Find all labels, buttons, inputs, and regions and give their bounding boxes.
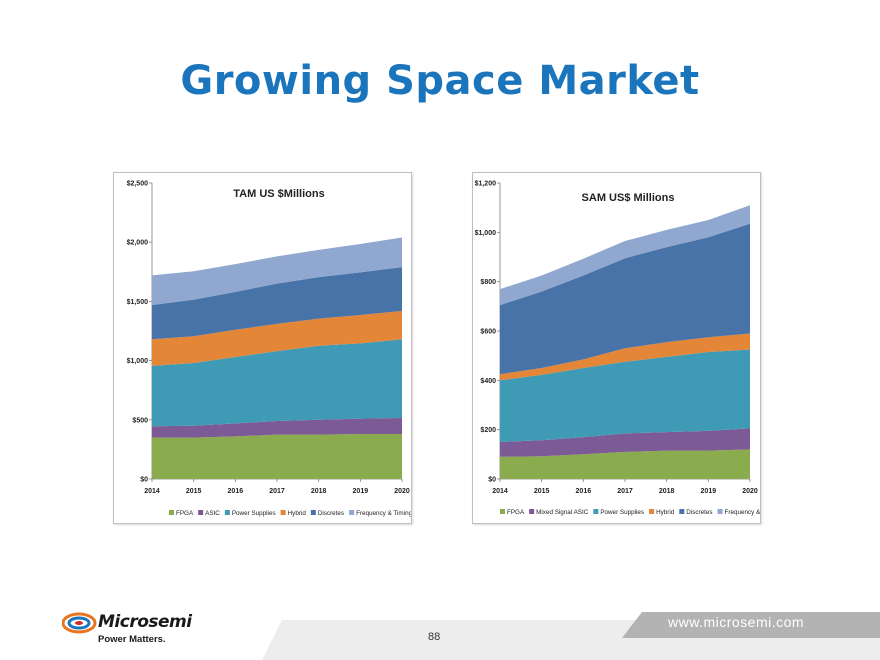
- sam-x-tick-label: 2019: [701, 488, 717, 495]
- sam-legend-swatch-discretes: [679, 509, 685, 514]
- sam-x-tick-label: 2015: [534, 488, 550, 495]
- tam-area-hybrid: [152, 310, 402, 366]
- website-link[interactable]: www.microsemi.com: [668, 614, 805, 630]
- sam-area-mixed-signal-asic: [500, 428, 750, 457]
- tam-chart: TAM US $Millions $0 $500 $1,000 $1,500 $2,000…: [113, 172, 412, 524]
- tam-x-tick-label: 2019: [353, 488, 369, 495]
- footer-band: [262, 612, 880, 660]
- tam-legend-power-supplies: Power Supplies: [232, 510, 276, 517]
- tam-area-fpga: [152, 434, 402, 479]
- tam-y-tick-label: $1,500: [127, 299, 149, 306]
- sam-y-tick-label: $800: [480, 279, 496, 286]
- tam-legend-hybrid: Hybrid: [288, 510, 307, 517]
- sam-legend-swatch-hybrid: [649, 509, 655, 514]
- tam-legend-fpga: FPGA: [176, 510, 194, 517]
- tam-y-tick-label: $2,500: [127, 181, 149, 188]
- sam-legend-mixed-signal-asic: Mixed Signal ASIC: [536, 509, 589, 516]
- tam-y-tick-label: $0: [140, 477, 148, 484]
- tam-chart-title: TAM US $Millions: [233, 188, 324, 200]
- tam-legend-swatch-fpga: [169, 510, 174, 515]
- sam-area-frequency-timing: [500, 205, 750, 306]
- sam-legend-power-supplies: Power Supplies: [600, 509, 644, 516]
- tam-x-tick-label: 2018: [311, 488, 327, 495]
- tam-y-tick-label: $2,000: [127, 240, 149, 247]
- sam-legend-swatch-fpga: [500, 509, 505, 514]
- sam-chart: SAM US$ Millions $0 $200 $400 $600 $800 $1,000…: [472, 172, 761, 524]
- sam-legend-swatch-frequency-timing: [717, 509, 723, 514]
- tam-legend-swatch-power-supplies: [224, 510, 230, 515]
- tam-x-tick-label: 2016: [228, 488, 244, 495]
- sam-legend-swatch-power-supplies: [593, 509, 599, 514]
- tam-area-asic: [152, 418, 402, 438]
- tam-x-tick-label: 2020: [394, 488, 410, 495]
- sam-y-tick-label: $600: [480, 329, 496, 336]
- sam-chart-title: SAM US$ Millions: [582, 192, 675, 204]
- footer-dark-band: [622, 612, 880, 638]
- tam-x-tick-label: 2014: [144, 488, 160, 495]
- tam-legend-swatch-asic: [198, 510, 204, 515]
- sam-area-power-supplies: [500, 349, 750, 442]
- sam-y-tick-label: $0: [488, 477, 496, 484]
- sam-area-hybrid: [500, 333, 750, 381]
- sam-legend-frequency-timing: Frequency & Timing: [725, 509, 760, 516]
- tam-legend-discretes: Discretes: [318, 510, 344, 517]
- sam-legend-swatch-mixed-signal-asic: [529, 509, 535, 514]
- tam-chart-svg: TAM US $Millions $0 $500 $1,000 $1,500 $2,000…: [127, 181, 411, 518]
- sam-y-tick-label: $200: [480, 427, 496, 434]
- sam-x-tick-label: 2018: [659, 488, 675, 495]
- logo-wordmark: Microsemi: [98, 612, 192, 632]
- microsemi-logo-icon: [62, 612, 97, 634]
- sam-legend-fpga: FPGA: [507, 509, 525, 516]
- tam-x-tick-label: 2015: [186, 488, 202, 495]
- logo-tagline: Power Matters.: [98, 634, 166, 645]
- tam-area-power-supplies: [152, 339, 402, 427]
- sam-y-tick-label: $1,200: [475, 181, 497, 188]
- sam-x-tick-label: 2017: [617, 488, 633, 495]
- tam-area-discretes: [152, 267, 402, 340]
- tam-legend-frequency-timing: Frequency & Timing: [356, 510, 411, 517]
- tam-y-tick-label: $500: [132, 417, 148, 424]
- sam-x-tick-label: 2020: [742, 488, 758, 495]
- sam-area-fpga: [500, 449, 750, 479]
- tam-legend-asic: ASIC: [205, 510, 220, 517]
- sam-y-tick-label: $1,000: [475, 230, 497, 237]
- slide-title: Growing Space Market: [180, 58, 700, 104]
- sam-chart-svg: SAM US$ Millions $0 $200 $400 $600 $800 $1,000…: [475, 181, 760, 517]
- tam-legend-swatch-hybrid: [280, 510, 286, 515]
- sam-y-tick-label: $400: [480, 378, 496, 385]
- tam-legend-swatch-discretes: [310, 510, 316, 515]
- tam-area-frequency-timing: [152, 237, 402, 305]
- tam-y-tick-label: $1,000: [127, 358, 149, 365]
- sam-area-discretes: [500, 223, 750, 375]
- tam-legend-swatch-frequency-timing: [349, 510, 355, 515]
- tam-x-tick-label: 2017: [269, 488, 285, 495]
- sam-x-tick-label: 2014: [492, 488, 508, 495]
- sam-x-tick-label: 2016: [576, 488, 592, 495]
- page-number: 88: [428, 631, 441, 643]
- sam-legend-discretes: Discretes: [686, 509, 712, 516]
- sam-legend-hybrid: Hybrid: [656, 509, 675, 516]
